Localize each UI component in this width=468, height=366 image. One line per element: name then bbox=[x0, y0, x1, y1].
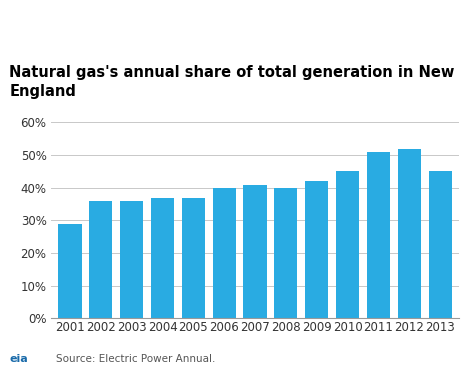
Bar bbox=[398, 149, 421, 318]
Bar bbox=[274, 188, 298, 318]
Text: Source: Electric Power Annual.: Source: Electric Power Annual. bbox=[56, 354, 216, 364]
Bar bbox=[305, 181, 329, 318]
Bar bbox=[367, 152, 390, 318]
Text: Natural gas's annual share of total generation in New
England: Natural gas's annual share of total gene… bbox=[9, 65, 455, 99]
Bar bbox=[120, 201, 143, 318]
Bar bbox=[58, 224, 81, 318]
Bar bbox=[243, 184, 267, 318]
Bar bbox=[212, 188, 236, 318]
Bar bbox=[182, 198, 205, 318]
Bar bbox=[336, 171, 359, 318]
Text: eia: eia bbox=[9, 354, 28, 364]
Bar bbox=[151, 198, 174, 318]
Bar bbox=[429, 171, 452, 318]
Bar bbox=[89, 201, 112, 318]
